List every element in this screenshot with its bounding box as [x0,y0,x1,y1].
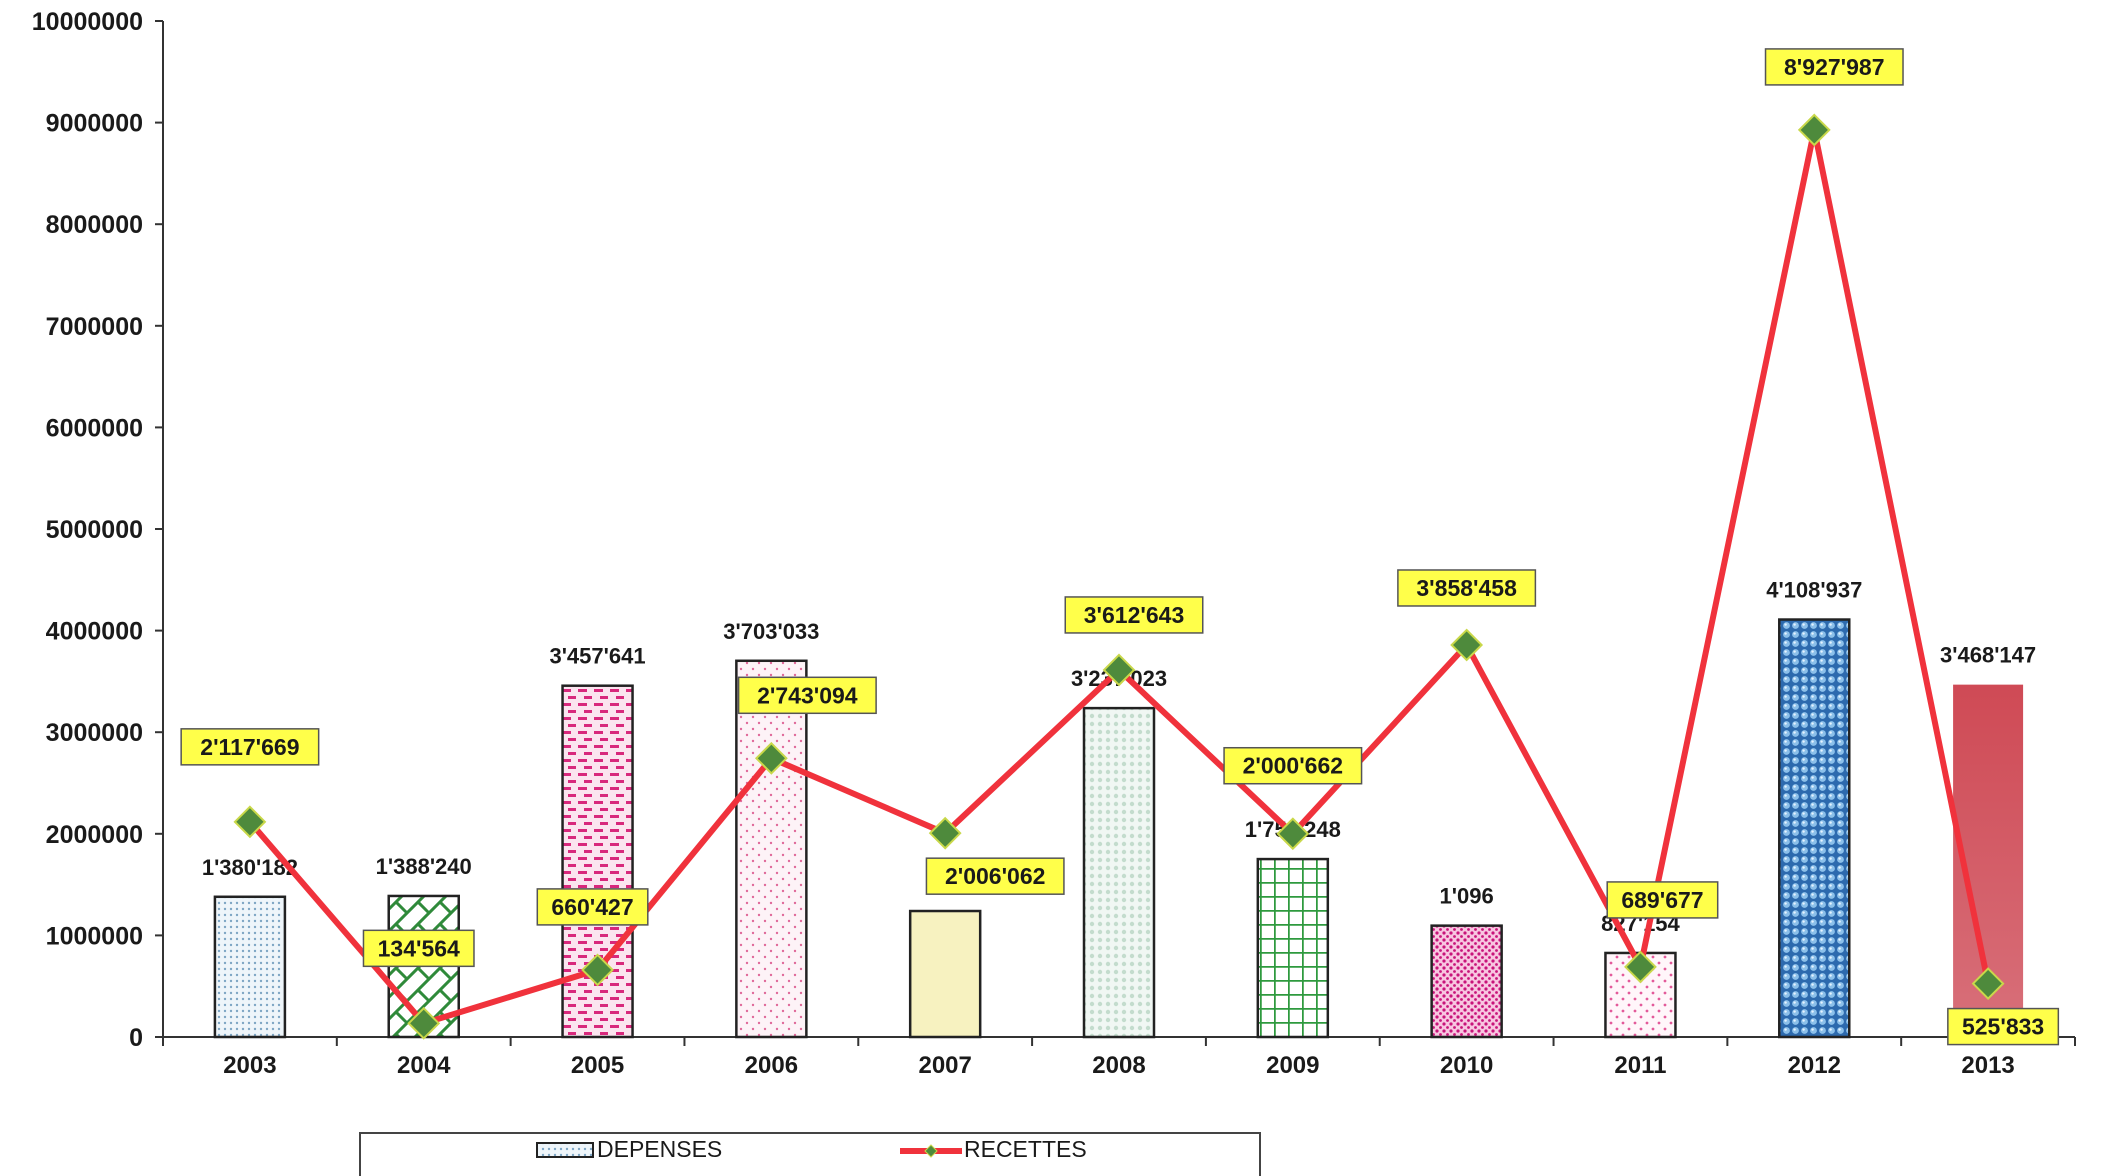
y-tick-label: 7000000 [46,313,143,341]
recettes-value-label: 2'743'094 [757,682,858,708]
recettes-label-box [362,929,475,968]
recettes-marker-2007 [928,816,962,850]
recettes-marker-2012 [1797,113,1831,147]
recettes-marker-2010 [1450,628,1484,662]
y-tick-label: 6000000 [46,414,143,442]
y-tick-label: 2000000 [46,821,143,849]
recettes-marker-2011 [1624,950,1657,984]
y-tick-label: 9000000 [46,110,143,138]
bar-value-label: 1'388'240 [376,854,472,879]
legend-depenses-swatch [536,1142,594,1158]
legend-depenses-label: DEPENSES [597,1136,722,1162]
recettes-label-box [1606,881,1719,919]
recettes-label-box [1947,1007,2060,1046]
x-tick-label: 2013 [1961,1052,2014,1079]
recettes-value-label: 3'612'643 [1084,602,1184,628]
x-tick-label: 2011 [1614,1052,1666,1079]
legend-recettes-label: RECETTES [964,1136,1087,1162]
bar-depenses-2007 [908,909,982,1039]
recettes-value-label: 134'564 [378,935,460,961]
bar-depenses-2010 [1430,924,1503,1039]
legend-recettes-marker [924,1144,938,1158]
bar-depenses-2012 [1778,618,1851,1039]
y-tick-label: 3000000 [46,719,143,747]
recettes-value-label: 2'006'062 [945,863,1045,889]
recettes-label-box [925,857,1065,895]
bar-depenses-2003 [213,895,287,1039]
recettes-label-box [536,888,649,926]
recettes-value-label: 525'833 [1962,1014,2044,1040]
recettes-label-box [1764,48,1904,86]
recettes-value-label: 8'927'987 [1784,54,1884,80]
x-tick-label: 2010 [1440,1052,1493,1079]
x-tick-label: 2008 [1092,1052,1145,1079]
bar-value-label: 3'703'033 [723,619,819,644]
x-tick-label: 2012 [1788,1052,1841,1079]
recettes-value-label: 660'427 [551,894,633,920]
recettes-label-box [180,728,320,766]
recettes-marker-2003 [233,805,267,839]
recettes-label-box [737,676,877,715]
recettes-marker-2004 [407,1006,441,1040]
x-tick-label: 2009 [1266,1052,1319,1079]
recettes-marker-2009 [1276,817,1310,851]
bar-depenses-2008 [1082,706,1156,1039]
recettes-marker-2013 [1971,967,2005,1000]
bar-value-label: 4'108'937 [1766,578,1862,603]
bar-value-label: 3'457'641 [549,644,645,669]
y-tick-label: 4000000 [46,618,143,646]
x-tick-label: 2004 [397,1052,451,1079]
bar-value-label: 1'096 [1440,884,1494,909]
recettes-marker-2005 [581,953,614,987]
x-tick-label: 2003 [223,1052,276,1079]
bar-depenses-2006 [735,659,808,1039]
recettes-value-label: 2'000'662 [1243,753,1343,779]
recettes-label-box [1223,746,1363,785]
bar-depenses-2009 [1256,857,1330,1039]
x-tick-label: 2005 [571,1052,624,1079]
recettes-marker-2008 [1102,653,1136,687]
recettes-label-box [1064,596,1204,634]
y-tick-label: 5000000 [46,516,143,544]
recettes-value-label: 3'858'458 [1416,575,1517,601]
y-tick-label: 8000000 [46,211,143,239]
recettes-marker-2006 [754,741,788,775]
y-tick-label: 10000000 [32,8,143,36]
recettes-label-box [1397,569,1537,607]
legend [359,1132,1261,1176]
y-tick-label: 1000000 [46,922,143,950]
bar-value-label: 3'468'147 [1940,643,2036,668]
x-tick-label: 2007 [918,1052,971,1079]
recettes-value-label: 2'117'669 [200,734,299,760]
y-tick-label: 0 [129,1024,143,1052]
recettes-value-label: 689'677 [1621,887,1703,913]
x-tick-label: 2006 [745,1052,798,1079]
